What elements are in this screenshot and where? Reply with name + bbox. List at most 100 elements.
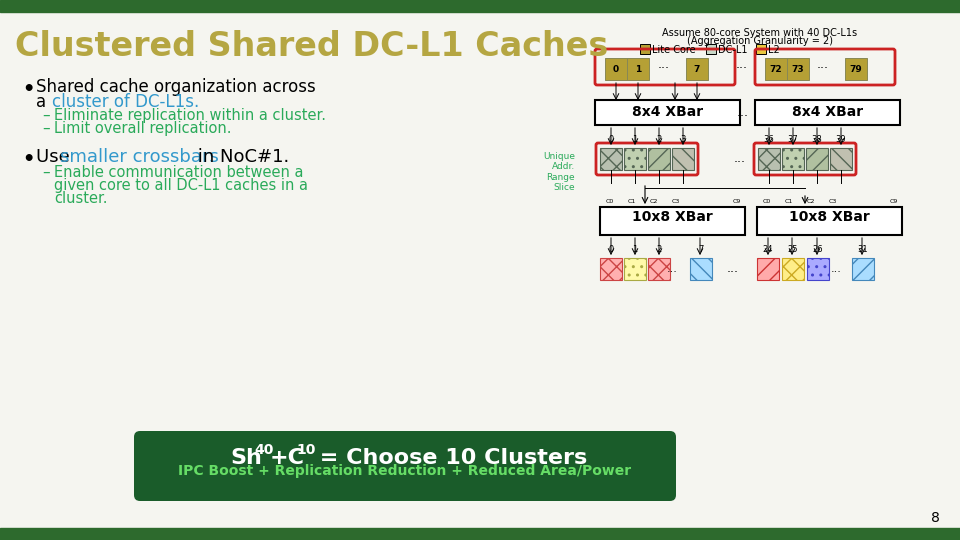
Text: 72: 72 bbox=[770, 64, 782, 73]
Text: = Choose 10 Clusters: = Choose 10 Clusters bbox=[312, 448, 588, 468]
Text: Sh: Sh bbox=[230, 448, 262, 468]
Text: C1: C1 bbox=[628, 199, 636, 204]
Text: 3: 3 bbox=[681, 135, 685, 144]
Text: –: – bbox=[42, 165, 50, 180]
Text: 37: 37 bbox=[787, 135, 799, 144]
Bar bbox=[672, 148, 694, 170]
Bar bbox=[782, 148, 804, 170]
Text: Enable communication between a: Enable communication between a bbox=[54, 165, 303, 180]
Bar bbox=[690, 258, 712, 280]
Bar bbox=[806, 148, 828, 170]
Text: ...: ... bbox=[727, 262, 739, 275]
Text: Eliminate replication within a cluster.: Eliminate replication within a cluster. bbox=[54, 108, 326, 123]
Text: Limit overall replication.: Limit overall replication. bbox=[54, 121, 231, 136]
Text: 31: 31 bbox=[857, 245, 868, 254]
Text: L2: L2 bbox=[768, 45, 780, 55]
Text: 38: 38 bbox=[811, 135, 823, 144]
Text: 0: 0 bbox=[609, 245, 613, 254]
Text: IPC Boost + Replication Reduction + Reduced Area/Power: IPC Boost + Replication Reduction + Redu… bbox=[179, 464, 632, 478]
Bar bbox=[787, 58, 809, 80]
Bar bbox=[758, 148, 780, 170]
Text: 8x4 XBar: 8x4 XBar bbox=[632, 105, 703, 119]
Text: ...: ... bbox=[666, 264, 678, 274]
Text: given core to all DC-L1 caches in a: given core to all DC-L1 caches in a bbox=[54, 178, 308, 193]
Bar bbox=[765, 58, 787, 80]
Text: 1: 1 bbox=[633, 245, 637, 254]
Text: C1: C1 bbox=[785, 199, 793, 204]
Bar bbox=[756, 44, 766, 54]
Text: C0: C0 bbox=[763, 199, 771, 204]
Bar bbox=[807, 258, 829, 280]
Text: Shared cache organization across: Shared cache organization across bbox=[36, 78, 316, 96]
Text: 36: 36 bbox=[763, 135, 775, 144]
Bar bbox=[600, 148, 622, 170]
Text: C2: C2 bbox=[806, 199, 815, 204]
Bar bbox=[852, 258, 874, 280]
Text: Use: Use bbox=[36, 148, 76, 166]
Text: in NoC#1.: in NoC#1. bbox=[192, 148, 289, 166]
Text: 25: 25 bbox=[788, 245, 799, 254]
Text: –: – bbox=[42, 121, 50, 136]
Text: ...: ... bbox=[736, 58, 748, 71]
Text: 10: 10 bbox=[296, 443, 316, 457]
Bar bbox=[0, 528, 960, 540]
Bar bbox=[648, 148, 670, 170]
Text: 26: 26 bbox=[813, 245, 824, 254]
Text: C3: C3 bbox=[672, 199, 681, 204]
Text: Assume 80-core System with 40 DC-L1s: Assume 80-core System with 40 DC-L1s bbox=[662, 28, 857, 38]
Text: 24: 24 bbox=[763, 245, 773, 254]
Text: •: • bbox=[22, 150, 35, 169]
Text: 1: 1 bbox=[633, 135, 637, 144]
Bar bbox=[782, 258, 804, 280]
Text: a: a bbox=[36, 93, 52, 111]
Text: Lite Core: Lite Core bbox=[652, 45, 696, 55]
Bar bbox=[600, 207, 745, 235]
Bar bbox=[627, 58, 649, 80]
Bar bbox=[605, 58, 627, 80]
Text: +C: +C bbox=[270, 448, 305, 468]
Bar bbox=[595, 100, 740, 125]
Text: C2: C2 bbox=[650, 199, 659, 204]
Bar bbox=[757, 258, 779, 280]
Text: smaller crossbars: smaller crossbars bbox=[60, 148, 219, 166]
Text: ...: ... bbox=[817, 58, 829, 71]
Text: cluster.: cluster. bbox=[54, 191, 108, 206]
Text: 8: 8 bbox=[931, 511, 940, 525]
Text: 10x8 XBar: 10x8 XBar bbox=[789, 210, 870, 224]
Text: Clustered Shared DC-L1 Caches: Clustered Shared DC-L1 Caches bbox=[15, 30, 609, 63]
Text: 7: 7 bbox=[698, 245, 704, 254]
Text: DC-L1: DC-L1 bbox=[718, 45, 748, 55]
Text: –: – bbox=[42, 108, 50, 123]
Bar bbox=[624, 148, 646, 170]
Text: 40: 40 bbox=[254, 443, 274, 457]
Text: 7: 7 bbox=[694, 64, 700, 73]
Text: C9: C9 bbox=[890, 199, 899, 204]
Text: 0: 0 bbox=[612, 64, 619, 73]
Bar bbox=[0, 0, 960, 12]
Text: ...: ... bbox=[658, 58, 670, 71]
Text: C0: C0 bbox=[606, 199, 614, 204]
Text: 79: 79 bbox=[850, 64, 862, 73]
Text: 73: 73 bbox=[792, 64, 804, 73]
Text: C9: C9 bbox=[732, 199, 741, 204]
FancyBboxPatch shape bbox=[134, 431, 676, 501]
Text: •: • bbox=[22, 80, 35, 99]
Text: ...: ... bbox=[734, 152, 746, 165]
Text: 0: 0 bbox=[609, 135, 613, 144]
Bar bbox=[755, 100, 900, 125]
Text: 1: 1 bbox=[635, 64, 641, 73]
Bar bbox=[706, 44, 716, 54]
Bar bbox=[640, 44, 650, 54]
Text: Unique
Addr.
Range
Slice: Unique Addr. Range Slice bbox=[543, 152, 575, 192]
Text: 2: 2 bbox=[657, 135, 661, 144]
Bar bbox=[600, 258, 622, 280]
Text: (Aggregation Granularity = 2): (Aggregation Granularity = 2) bbox=[687, 36, 833, 46]
Text: 8x4 XBar: 8x4 XBar bbox=[792, 105, 863, 119]
Bar bbox=[624, 258, 646, 280]
Text: cluster of DC-L1s.: cluster of DC-L1s. bbox=[52, 93, 200, 111]
Text: ...: ... bbox=[830, 264, 841, 274]
Text: 2: 2 bbox=[657, 245, 661, 254]
Text: 10x8 XBar: 10x8 XBar bbox=[632, 210, 713, 224]
Bar bbox=[845, 58, 867, 80]
Bar bbox=[648, 258, 670, 280]
